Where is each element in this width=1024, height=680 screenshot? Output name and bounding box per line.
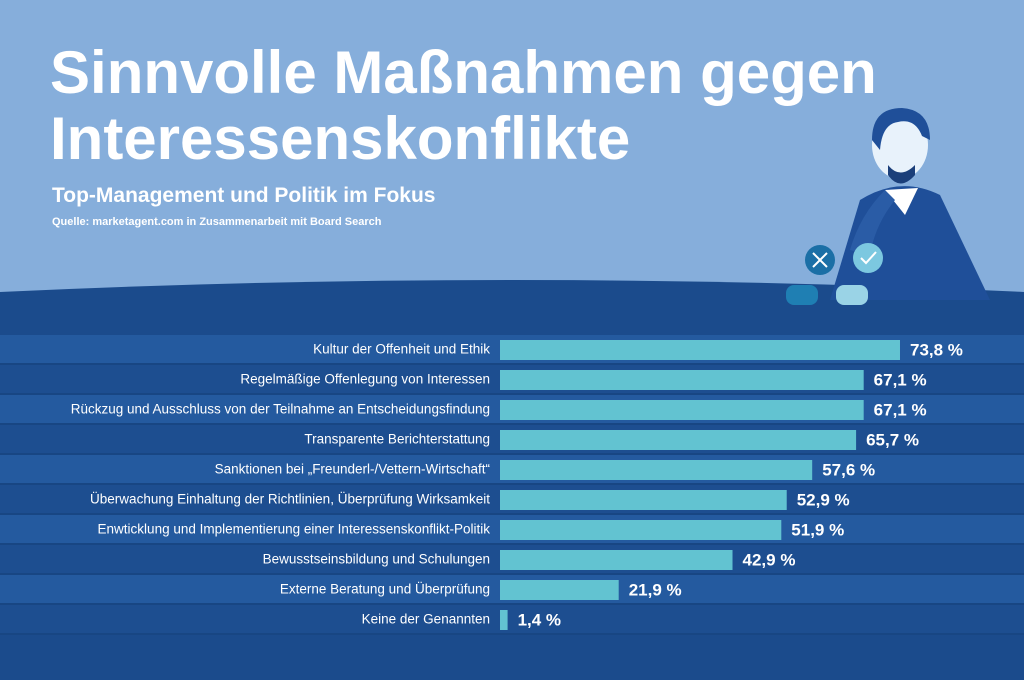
row-divider xyxy=(0,423,1024,425)
bar xyxy=(500,610,508,630)
category-label: Rückzug und Ausschluss von der Teilnahme… xyxy=(71,402,490,417)
bar xyxy=(500,430,857,450)
category-label: Enwticklung und Implementierung einer In… xyxy=(98,522,491,537)
row-divider xyxy=(0,633,1024,635)
row-divider xyxy=(0,603,1024,605)
bar xyxy=(500,460,813,480)
value-label: 1,4 % xyxy=(518,610,561,629)
category-label: Sanktionen bei „Freunderl-/Vettern-Wirts… xyxy=(215,462,490,477)
row-divider xyxy=(0,543,1024,545)
row-stripe xyxy=(0,605,1024,635)
category-label: Kultur der Offenheit und Ethik xyxy=(313,342,490,357)
category-label: Überwachung Einhaltung der Richtlinien, … xyxy=(90,492,490,507)
value-label: 57,6 % xyxy=(822,460,875,479)
category-label: Bewusstseinsbildung und Schulungen xyxy=(263,552,490,567)
row-divider xyxy=(0,483,1024,485)
category-label: Regelmäßige Offenlegung von Interessen xyxy=(240,372,490,387)
subtitle: Top-Management und Politik im Fokus xyxy=(52,184,436,207)
value-label: 67,1 % xyxy=(874,370,927,389)
bar xyxy=(500,340,900,360)
row-divider xyxy=(0,513,1024,515)
bar xyxy=(500,550,733,570)
bar xyxy=(500,580,619,600)
title: Sinnvolle Maßnahmen gegen Interessenskon… xyxy=(50,39,877,172)
row-divider xyxy=(0,363,1024,365)
value-label: 52,9 % xyxy=(797,490,850,509)
row-divider xyxy=(0,393,1024,395)
value-label: 67,1 % xyxy=(874,400,927,419)
illustration xyxy=(786,108,990,305)
category-label: Keine der Genannten xyxy=(362,612,490,627)
bar xyxy=(500,490,787,510)
row-divider xyxy=(0,573,1024,575)
bar xyxy=(500,370,864,390)
category-label: Transparente Berichterstattung xyxy=(304,432,490,447)
value-label: 51,9 % xyxy=(791,520,844,539)
source: Quelle: marketagent.com in Zusammenarbei… xyxy=(52,216,382,228)
value-label: 42,9 % xyxy=(743,550,796,569)
value-label: 65,7 % xyxy=(866,430,919,449)
row-divider xyxy=(0,453,1024,455)
category-label: Externe Beratung und Überprüfung xyxy=(280,582,490,597)
bar xyxy=(500,400,864,420)
value-label: 21,9 % xyxy=(629,580,682,599)
bar xyxy=(500,520,782,540)
value-label: 73,8 % xyxy=(910,340,963,359)
